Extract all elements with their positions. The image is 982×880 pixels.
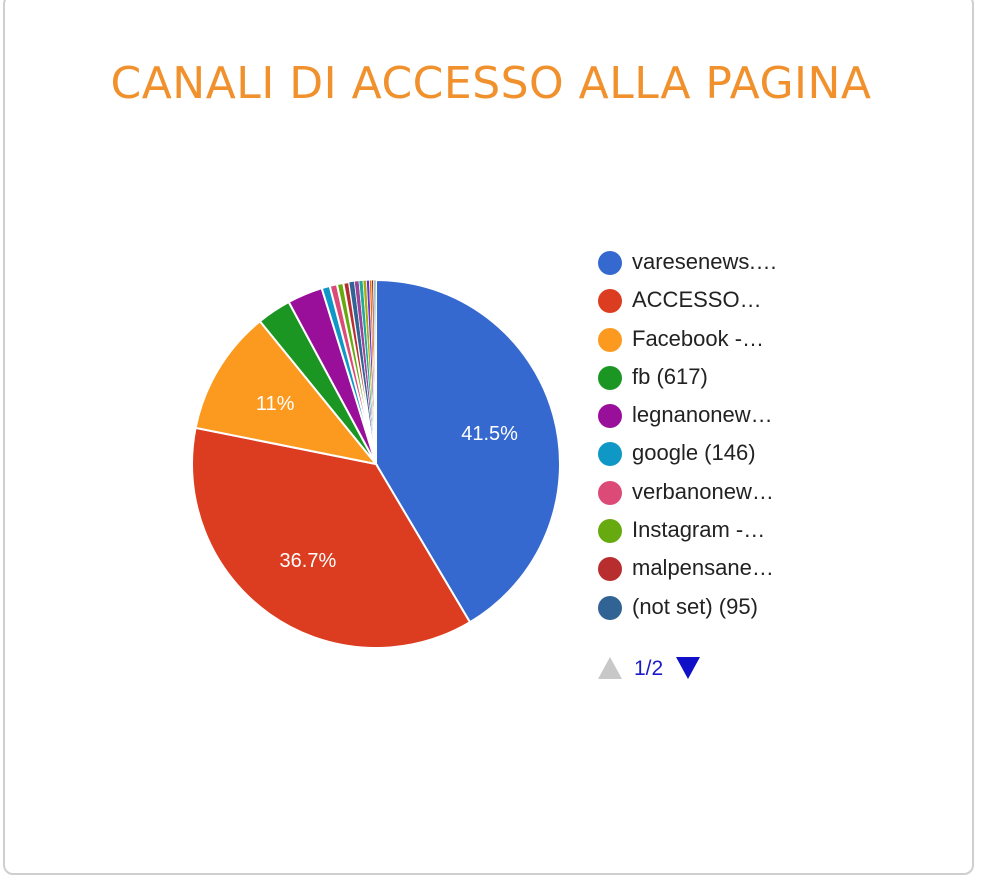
legend-swatch-icon	[598, 557, 622, 582]
pie-slice-18[interactable]	[374, 279, 377, 465]
legend-label: Facebook -…	[632, 325, 765, 351]
legend-swatch-icon	[598, 519, 622, 544]
pie-slice-2-label: 36.7%	[280, 550, 337, 572]
chart-title: CANALI DI ACCESSO ALLA PAGINA	[110, 58, 872, 109]
pie-slice-1[interactable]	[375, 278, 562, 624]
legend-swatch-icon	[598, 442, 622, 467]
pie-slice-2[interactable]	[191, 426, 472, 649]
legend-label: verbanonew…	[632, 478, 774, 504]
legend-label: fb (617)	[632, 363, 708, 389]
legend-swatch-icon	[598, 404, 622, 429]
legend-label: malpensane…	[632, 555, 774, 581]
pie-slice-3-label: 11%	[256, 393, 295, 415]
pie-slice-3[interactable]	[194, 319, 379, 466]
legend-swatch-icon	[598, 480, 622, 505]
legend-page-indicator: 1/2	[634, 657, 664, 680]
legend-next-page-icon[interactable]	[676, 657, 700, 679]
legend-label: Instagram -…	[632, 517, 766, 543]
legend-swatch-icon	[598, 251, 622, 275]
legend-label: (not set) (95)	[632, 593, 758, 619]
legend-swatch-icon	[598, 289, 622, 314]
legend-swatch-icon	[598, 327, 622, 352]
legend-label: google (146)	[632, 440, 756, 466]
legend-label: ACCESSO…	[632, 287, 762, 313]
legend-prev-page-icon[interactable]	[598, 657, 622, 679]
legend-swatch-icon	[598, 365, 622, 390]
pie-slice-1-label: 41.5%	[461, 423, 518, 445]
legend-swatch-icon	[598, 595, 622, 620]
legend-label: legnanonew…	[632, 402, 773, 428]
legend-label: varesenews.…	[632, 249, 778, 274]
